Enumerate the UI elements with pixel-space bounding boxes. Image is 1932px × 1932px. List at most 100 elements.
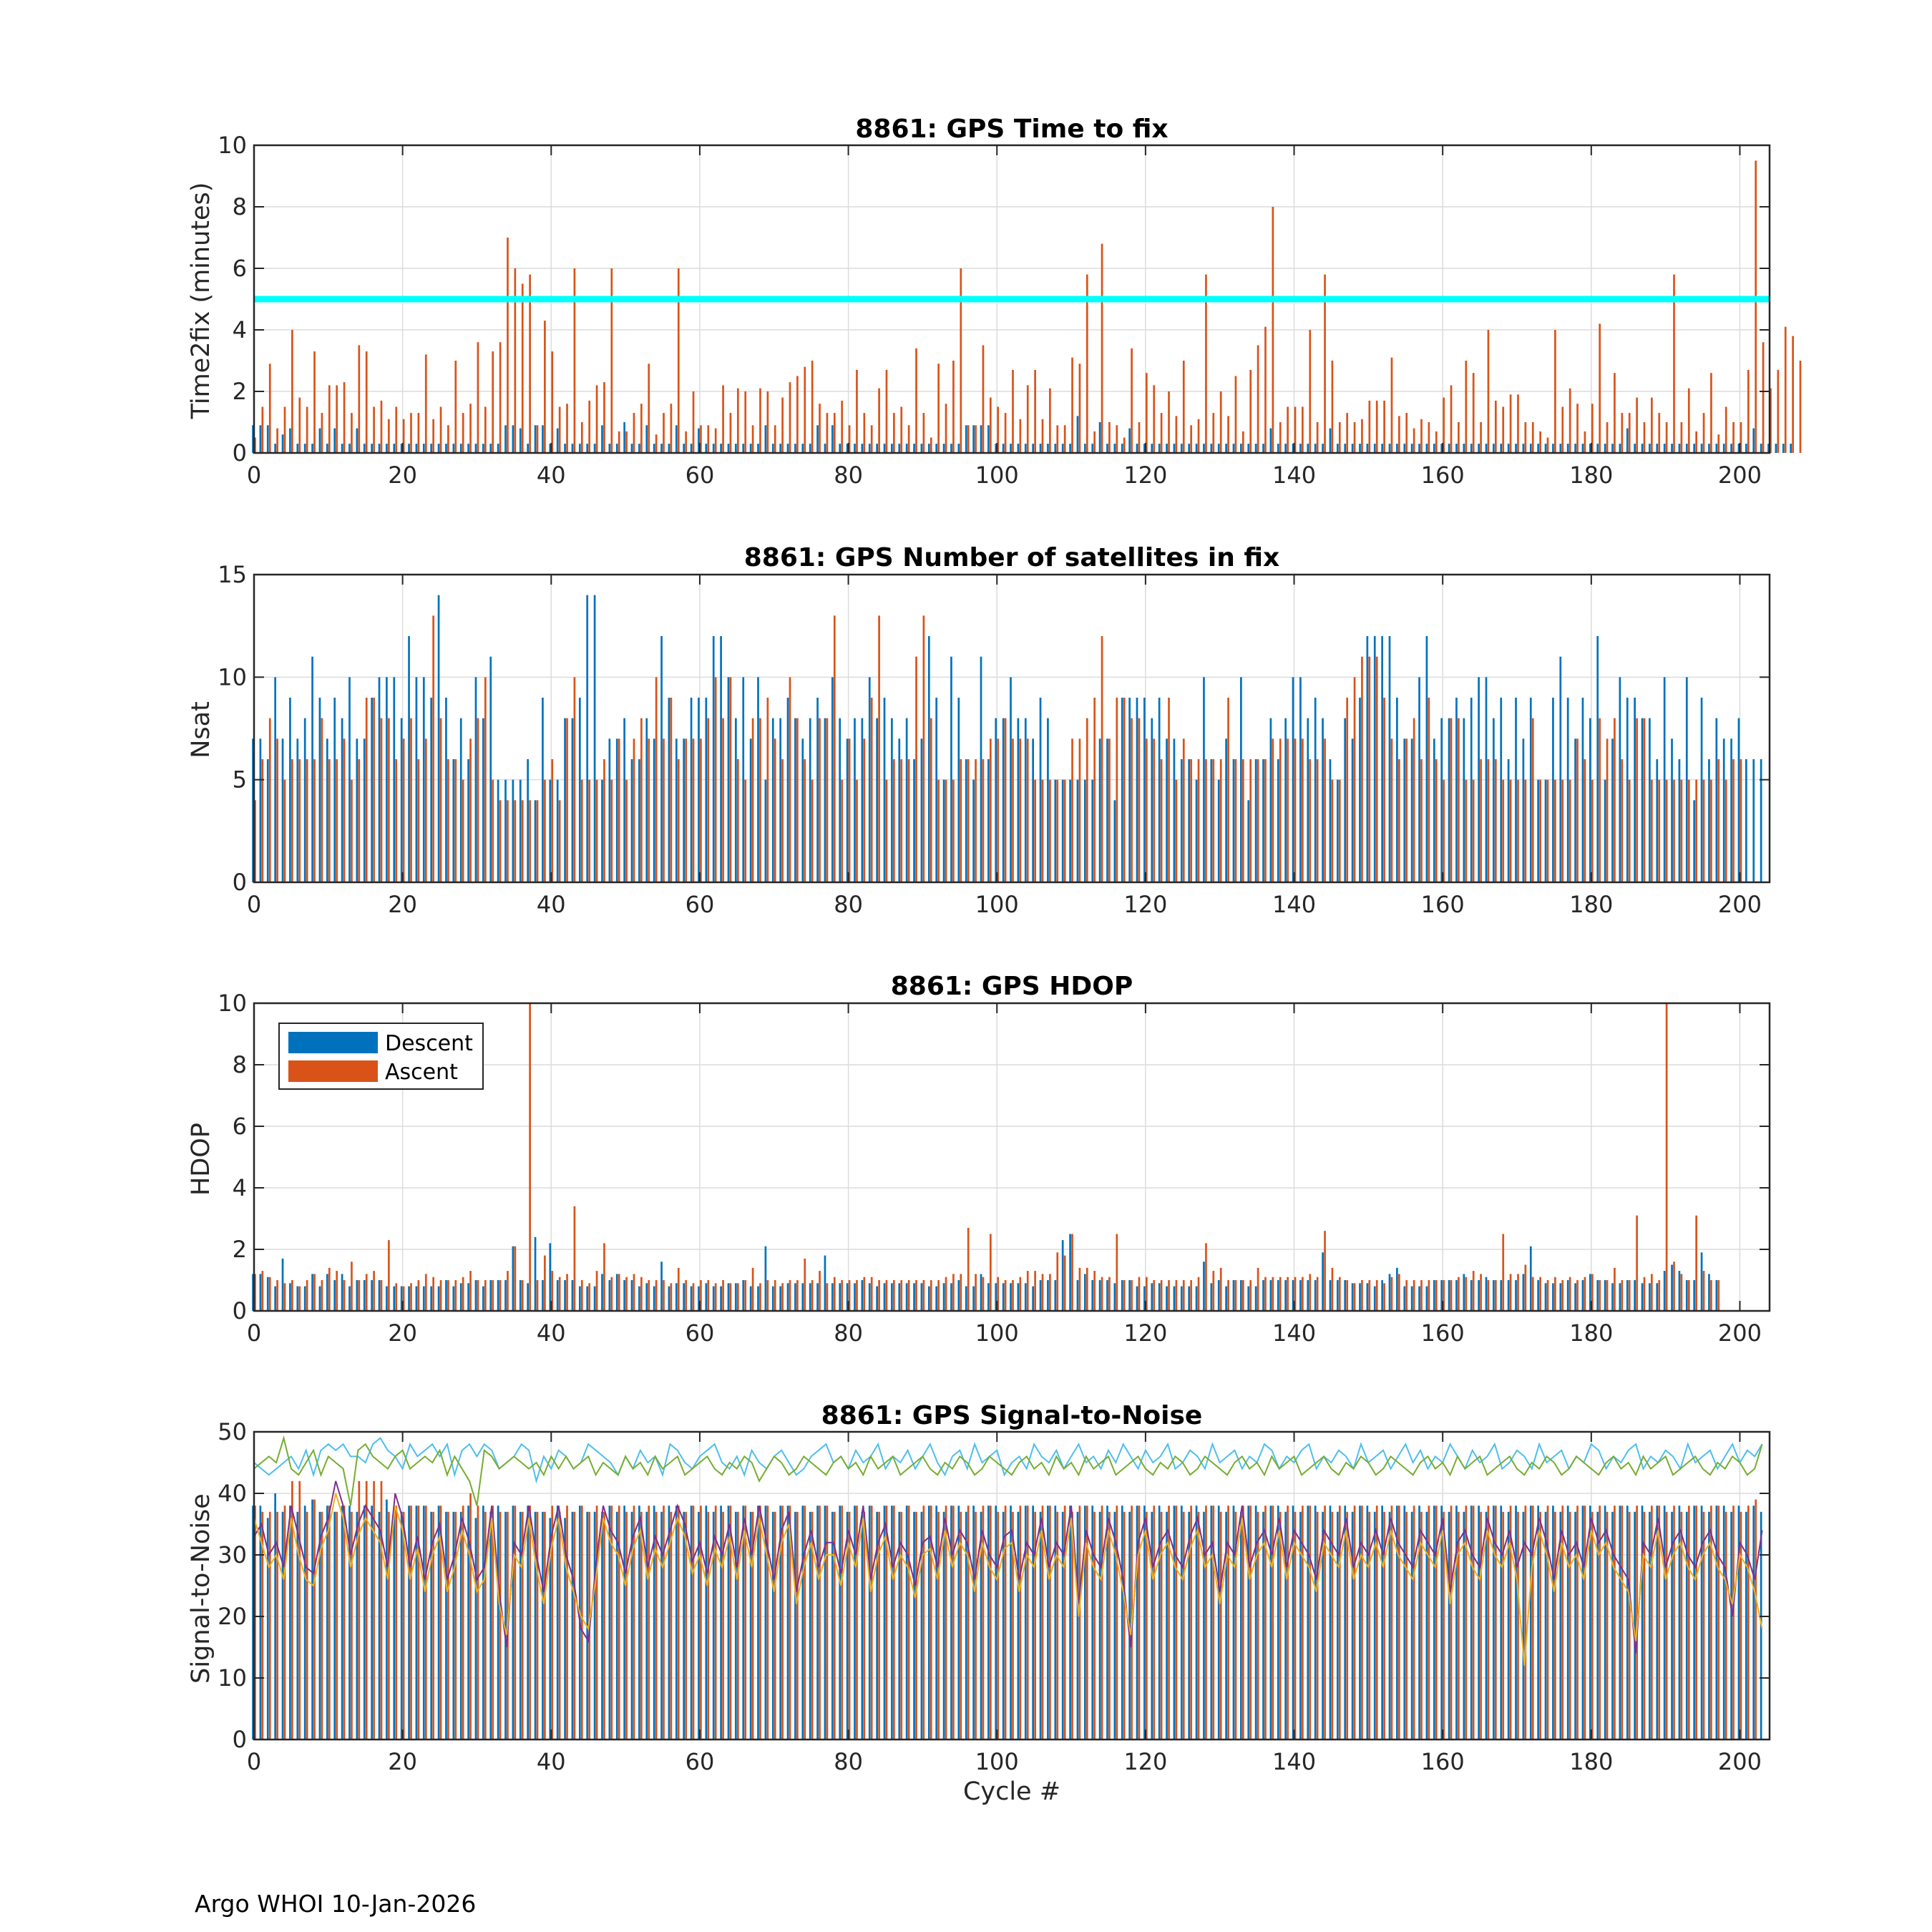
descent-bar	[1737, 444, 1740, 453]
ascent-bar	[1390, 738, 1393, 882]
ascent-bar	[1049, 779, 1051, 882]
descent-bar	[1537, 1280, 1540, 1311]
descent-bar	[1604, 444, 1606, 453]
snr-line-3	[253, 1480, 1763, 1654]
descent-bar	[608, 738, 611, 882]
ascent-bar	[766, 1506, 769, 1740]
descent-bar	[891, 718, 893, 882]
ascent-bar	[1071, 357, 1073, 453]
ascent-bar	[1777, 369, 1780, 453]
ascent-bar	[1219, 391, 1222, 453]
ascent-bar	[1428, 698, 1430, 882]
ascent-bar	[477, 1280, 479, 1311]
ascent-bar	[1792, 336, 1794, 453]
ascent-bar	[692, 738, 695, 882]
ascent-bar	[670, 404, 673, 453]
descent-bar	[1314, 698, 1317, 882]
descent-bar	[430, 1286, 433, 1311]
ascent-bar	[640, 404, 643, 453]
descent-bar	[296, 1511, 299, 1740]
ascent-bar	[900, 1280, 903, 1311]
descent-bar	[972, 1286, 975, 1311]
ascent-bar	[1643, 718, 1646, 882]
descent-bar	[281, 434, 284, 453]
ascent-bar	[1576, 404, 1579, 453]
ascent-bar	[573, 1206, 576, 1311]
legend-swatch-descent	[288, 1032, 378, 1053]
x-tick-label: 40	[537, 891, 566, 918]
ascent-bar	[499, 1280, 502, 1311]
axes-box	[253, 144, 1771, 454]
y-tick-label: 10	[218, 990, 247, 1017]
descent-bar	[824, 444, 826, 453]
ascent-bar	[1287, 738, 1289, 882]
ascent-bar	[1168, 1506, 1170, 1740]
ascent-bar	[343, 1280, 346, 1311]
descent-bar	[1656, 444, 1659, 453]
ascent-bar	[1227, 698, 1229, 882]
descent-bar	[1581, 1280, 1584, 1311]
descent-bar	[1410, 1286, 1413, 1311]
ascent-bar	[499, 342, 502, 453]
descent-bar	[1381, 1280, 1383, 1311]
ascent-bar	[989, 1234, 992, 1311]
descent-bar	[527, 1506, 530, 1740]
descent-bar	[378, 1280, 381, 1311]
descent-bar	[816, 698, 819, 882]
descent-bar	[1522, 1511, 1525, 1740]
descent-bar	[437, 1286, 440, 1311]
descent-bar	[1500, 698, 1503, 882]
ascent-bar	[306, 406, 308, 453]
ascent-bar	[529, 1003, 531, 1311]
descent-bar	[801, 1283, 804, 1311]
ascent-bar	[1287, 1277, 1289, 1311]
ascent-bar	[477, 342, 479, 453]
ascent-bar	[336, 385, 338, 453]
ascent-bar	[722, 1511, 724, 1740]
descent-bar	[527, 444, 530, 453]
ascent-bar	[1190, 1506, 1193, 1740]
ascent-bar	[1085, 718, 1088, 882]
ascent-bar	[1702, 1271, 1705, 1311]
descent-bar	[1240, 677, 1242, 882]
descent-bar	[1790, 444, 1792, 453]
ascent-bar	[870, 1277, 873, 1311]
ascent-bar	[982, 345, 985, 453]
descent-bar	[1752, 428, 1755, 453]
ascent-bar	[1331, 361, 1334, 453]
descent-bar	[1180, 444, 1183, 453]
ascent-bar	[1056, 779, 1059, 882]
ascent-bar	[952, 361, 955, 453]
x-tick-label: 0	[247, 1319, 261, 1347]
ascent-bar	[298, 759, 301, 882]
descent-bar	[1649, 1511, 1651, 1740]
ascent-bar	[989, 397, 992, 453]
x-tick-label: 120	[1123, 462, 1167, 489]
ascent-bar	[625, 431, 628, 453]
descent-bar	[1083, 1506, 1086, 1740]
x-tick-label: 180	[1569, 1319, 1613, 1347]
descent-bar	[445, 444, 447, 453]
descent-bar	[467, 1506, 469, 1740]
ascent-bar	[492, 1280, 494, 1311]
ascent-bar	[1368, 656, 1371, 882]
ascent-bar	[328, 385, 331, 453]
descent-bar	[1641, 444, 1644, 453]
descent-bar	[757, 677, 759, 882]
descent-bar	[749, 738, 752, 882]
ascent-bar	[595, 1271, 598, 1311]
ascent-bar	[595, 1506, 598, 1740]
descent-bar	[1232, 759, 1235, 882]
ascent-bar	[566, 718, 568, 882]
descent-bar	[318, 1511, 321, 1740]
ascent-bar	[536, 425, 539, 453]
ascent-bar	[1041, 779, 1044, 882]
descent-bar	[757, 1286, 759, 1311]
ascent-bar	[395, 759, 398, 882]
ascent-bar	[254, 1274, 256, 1311]
descent-bar	[1299, 444, 1302, 453]
descent-bar	[1039, 698, 1042, 882]
ascent-bar	[885, 1280, 888, 1311]
ascent-bar	[1138, 1277, 1141, 1311]
descent-bar	[638, 759, 640, 882]
